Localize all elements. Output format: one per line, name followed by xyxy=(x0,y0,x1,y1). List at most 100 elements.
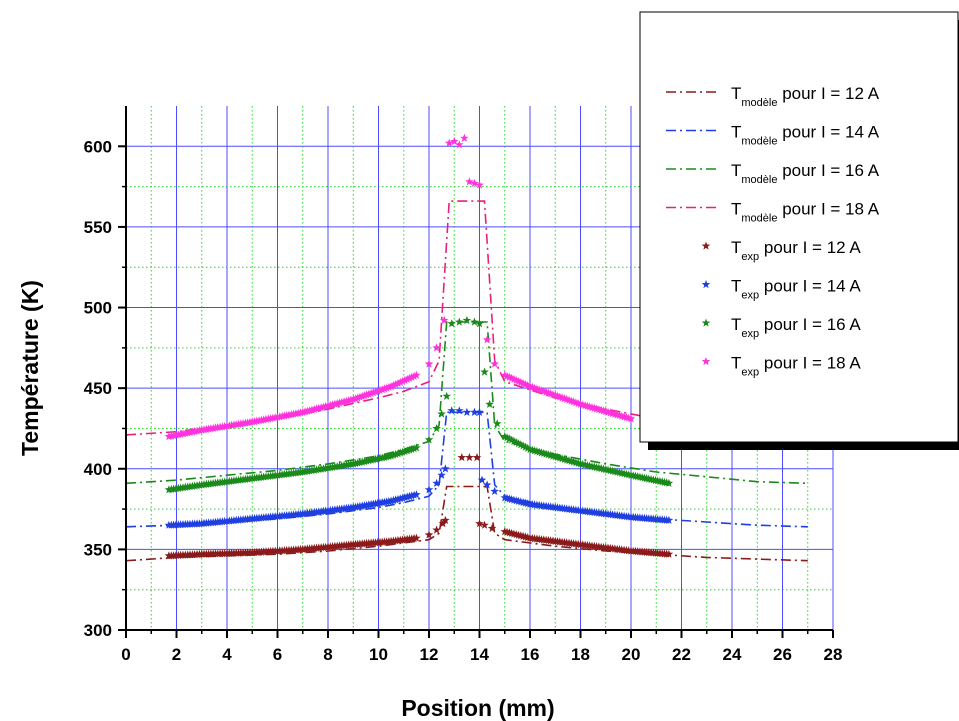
x-tick-label: 24 xyxy=(723,645,742,664)
data-point xyxy=(349,394,358,404)
data-point xyxy=(373,386,382,395)
data-point xyxy=(393,379,403,388)
legend-swatch-marker xyxy=(701,318,711,327)
y-tick-label: 600 xyxy=(84,137,112,156)
data-point xyxy=(346,395,356,404)
data-point xyxy=(507,435,516,444)
legend-label: Tmodèle pour I = 12 A xyxy=(731,84,880,109)
data-point xyxy=(407,444,417,453)
legend: Tmodèle pour I = 12 A Tmodèle pour I = 14… xyxy=(639,11,959,450)
data-point xyxy=(432,343,441,352)
data-point xyxy=(357,391,367,400)
plot-area xyxy=(125,133,808,562)
data-point xyxy=(432,424,441,433)
data-point xyxy=(380,384,389,393)
tick-labels: 0 2 4 6 8 10 12 14 16 18 20 22 24 26 28300350400450500… xyxy=(84,137,843,664)
legend-entry: Tmodèle pour I = 18 A xyxy=(666,200,880,225)
data-point xyxy=(492,419,502,428)
data-point xyxy=(485,399,494,408)
data-point xyxy=(490,359,499,368)
data-point xyxy=(437,470,446,479)
data-point xyxy=(462,315,472,325)
data-point xyxy=(400,447,410,456)
data-point xyxy=(470,407,479,416)
data-point xyxy=(470,317,479,326)
data-point xyxy=(523,443,532,452)
data-point xyxy=(432,478,441,487)
data-point xyxy=(514,439,523,448)
y-tick-label: 500 xyxy=(84,299,112,318)
data-point xyxy=(393,449,403,458)
x-tick-label: 28 xyxy=(824,645,843,664)
data-point xyxy=(396,377,405,387)
x-tick-label: 14 xyxy=(470,645,489,664)
data-point xyxy=(375,385,385,394)
legend-swatch-marker xyxy=(701,357,711,366)
y-tick-label: 300 xyxy=(84,621,112,640)
data-point xyxy=(364,389,374,398)
x-tick-label: 18 xyxy=(571,645,590,664)
legend-swatch-marker xyxy=(701,280,711,289)
x-tick-label: 10 xyxy=(369,645,388,664)
data-point xyxy=(450,137,459,146)
data-point xyxy=(398,376,407,386)
legend-entry: Texp pour I = 14 A xyxy=(701,277,861,302)
data-point xyxy=(470,178,479,187)
data-point xyxy=(384,382,394,391)
data-point xyxy=(462,407,472,416)
data-point xyxy=(441,515,450,524)
series-markers-exp-14a xyxy=(164,406,674,529)
data-point xyxy=(362,390,371,399)
data-point xyxy=(439,315,449,325)
data-point xyxy=(353,393,362,402)
data-point xyxy=(386,382,396,391)
data-point xyxy=(455,406,464,415)
data-point xyxy=(412,443,421,452)
legend-label: Tmodèle pour I = 14 A xyxy=(731,123,880,148)
data-point xyxy=(351,394,360,403)
legend-entry: Texp pour I = 18 A xyxy=(701,354,861,379)
data-point xyxy=(389,450,398,459)
data-point xyxy=(377,385,387,394)
series-line-model-18a xyxy=(125,200,657,436)
data-point xyxy=(405,373,414,382)
data-point xyxy=(477,475,487,484)
data-point xyxy=(405,491,414,500)
data-point xyxy=(424,530,434,539)
x-tick-label: 22 xyxy=(672,645,691,664)
data-point xyxy=(432,525,441,534)
x-axis-label: Position (mm) xyxy=(401,695,554,721)
x-tick-label: 20 xyxy=(622,645,641,664)
x-tick-label: 8 xyxy=(323,645,332,664)
data-point xyxy=(457,453,467,462)
data-point xyxy=(521,442,530,451)
data-point xyxy=(386,451,396,460)
data-point xyxy=(405,445,414,454)
data-point xyxy=(391,380,400,389)
data-point xyxy=(437,409,446,418)
data-point xyxy=(505,434,514,443)
x-tick-label: 4 xyxy=(222,645,232,664)
data-point xyxy=(626,414,636,423)
data-point xyxy=(441,464,450,473)
data-point xyxy=(447,406,456,415)
axes xyxy=(118,106,834,638)
data-point xyxy=(396,448,405,457)
x-tick-label: 0 xyxy=(121,645,130,664)
data-point xyxy=(312,404,321,413)
y-tick-label: 450 xyxy=(84,379,112,398)
data-point xyxy=(482,480,492,489)
legend-box xyxy=(639,11,959,443)
data-point xyxy=(460,133,469,142)
data-point xyxy=(412,370,421,379)
data-point xyxy=(409,444,419,453)
series-markers-exp-16a xyxy=(164,315,674,494)
data-point xyxy=(360,391,369,400)
data-point xyxy=(442,391,451,400)
data-point xyxy=(518,441,528,450)
x-tick-label: 6 xyxy=(273,645,282,664)
data-point xyxy=(664,549,674,558)
data-point xyxy=(475,180,484,189)
series-line-model-16a xyxy=(125,321,808,485)
data-point xyxy=(490,486,499,495)
